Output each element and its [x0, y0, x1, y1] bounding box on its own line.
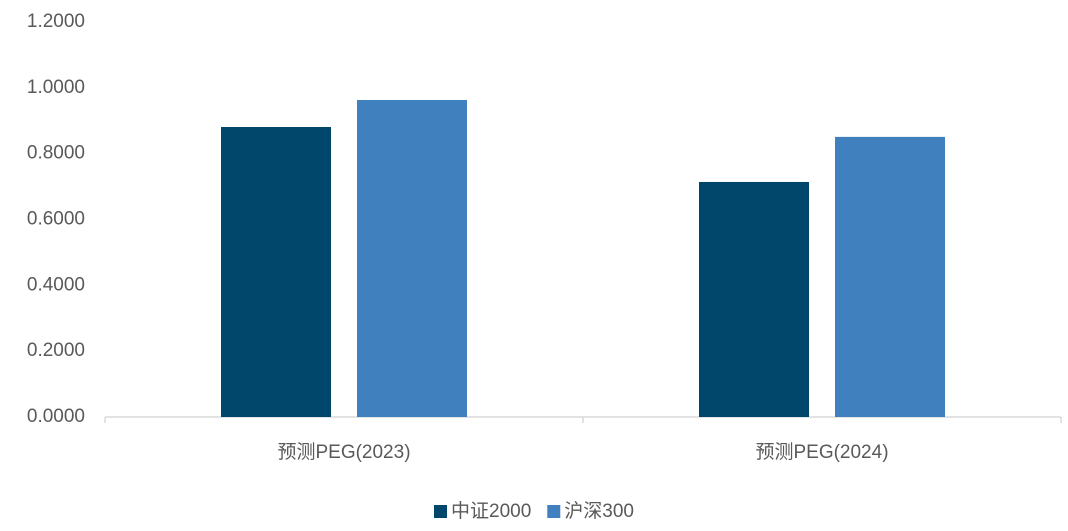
bar [835, 136, 945, 418]
y-tick-label: 0.4000 [27, 274, 85, 295]
y-tick-label: 1.0000 [27, 77, 85, 98]
bar [699, 181, 809, 417]
legend-label: 中证2000 [451, 500, 531, 522]
y-tick-label: 0.0000 [27, 406, 85, 427]
x-tick-label: 预测PEG(2023) [277, 441, 410, 463]
y-tick-label: 0.8000 [27, 143, 85, 164]
bar [357, 100, 467, 417]
y-tick-label: 0.2000 [27, 340, 85, 361]
y-tick-label: 1.2000 [27, 11, 85, 32]
legend: 中证2000 沪深300 [434, 500, 634, 522]
y-tick-label: 0.6000 [27, 209, 85, 230]
legend-swatch [547, 505, 561, 518]
legend-swatch [434, 505, 447, 518]
legend-label: 沪深300 [564, 500, 634, 522]
bar [221, 127, 331, 418]
x-tick-label: 预测PEG(2024) [755, 441, 888, 463]
